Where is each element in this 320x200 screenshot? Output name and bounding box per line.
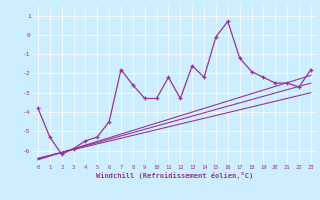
X-axis label: Windchill (Refroidissement éolien,°C): Windchill (Refroidissement éolien,°C) xyxy=(96,172,253,179)
